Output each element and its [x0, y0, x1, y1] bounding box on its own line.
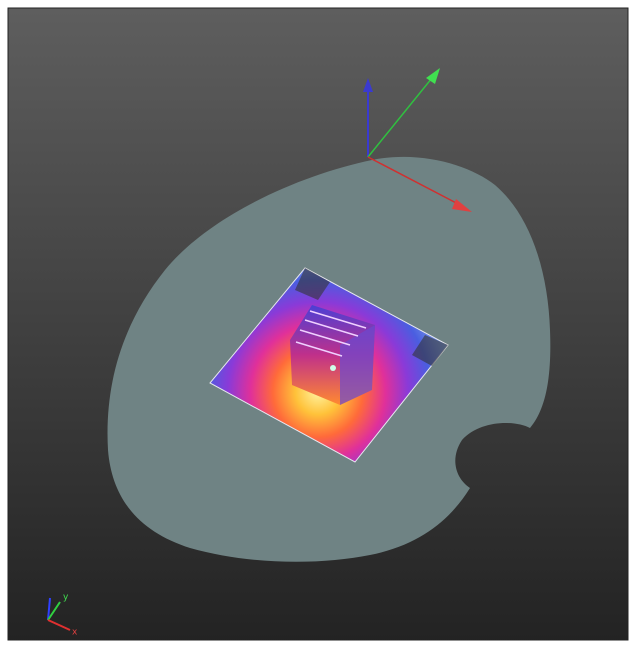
- axis-triad: y x: [47, 593, 78, 638]
- triad-x-label: x: [72, 628, 78, 638]
- triad-y: [47, 601, 61, 621]
- fin: [295, 341, 343, 357]
- y-arrow: [426, 68, 440, 84]
- main-axes: [363, 68, 472, 212]
- probe: [330, 365, 336, 371]
- x-arrow: [452, 199, 472, 212]
- heatmap-corner: [412, 335, 448, 366]
- y-axis: [367, 77, 433, 158]
- triad-z: [47, 597, 51, 621]
- fin: [299, 329, 351, 346]
- triad-y-label: y: [63, 593, 69, 603]
- heat-sink: [290, 305, 375, 405]
- x-axis: [367, 156, 463, 207]
- fin: [304, 319, 359, 337]
- heatmap-corner: [295, 268, 330, 300]
- triad-x: [47, 619, 71, 631]
- z-arrow: [363, 78, 373, 92]
- fin: [309, 310, 367, 329]
